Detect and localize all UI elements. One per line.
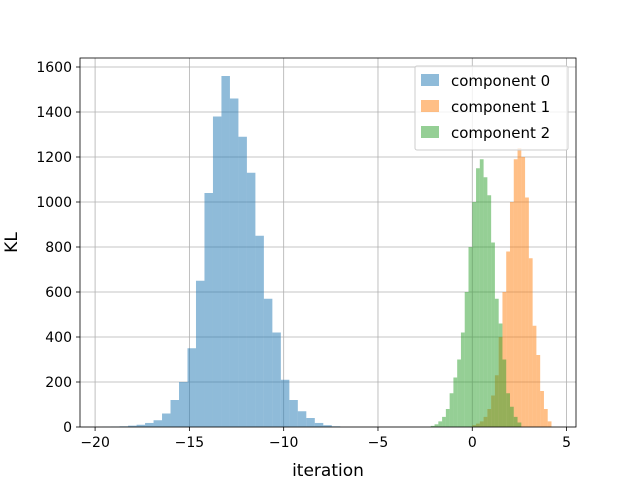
x-tick-label: −15 — [175, 435, 205, 451]
histogram-bar — [255, 235, 264, 427]
y-tick-label: 1000 — [36, 195, 72, 211]
x-tick-label: −10 — [269, 435, 299, 451]
histogram-bar — [494, 298, 499, 427]
histogram-bar — [536, 355, 541, 427]
x-axis-label: iteration — [292, 461, 364, 480]
histogram-bar — [506, 393, 510, 427]
histogram-bar — [460, 332, 465, 427]
histogram-bar — [547, 421, 552, 427]
histogram-bar — [238, 136, 247, 427]
histogram-bar — [498, 323, 503, 427]
legend-swatch — [421, 74, 439, 86]
y-axis-label: KL — [2, 232, 22, 253]
series-0-bars — [102, 76, 341, 427]
histogram-bar — [532, 325, 537, 427]
y-tick-label: 1200 — [36, 150, 72, 166]
axis-ticks: −20 −15 −10 −5 0 5 0 200 400 600 800 1000 1200 1400 16… — [36, 60, 571, 451]
histogram-bar — [543, 409, 548, 427]
legend-label: component 0 — [451, 72, 550, 90]
histogram-bar — [280, 379, 290, 427]
legend-swatch — [421, 126, 439, 138]
histogram-bar — [430, 425, 435, 427]
histogram-bar — [502, 359, 507, 427]
histogram-bar — [472, 202, 477, 427]
legend-box — [414, 65, 569, 151]
histogram-bar — [457, 359, 461, 427]
x-tick-label: 0 — [468, 435, 477, 451]
histogram-bar — [153, 420, 163, 427]
y-tick-label: 0 — [63, 420, 72, 436]
histogram-bar — [179, 382, 188, 427]
histogram-bar — [212, 116, 222, 427]
histogram-bar — [483, 177, 488, 427]
histogram-bar — [445, 409, 450, 427]
histogram-bar — [263, 298, 273, 427]
histogram-bar — [509, 406, 514, 427]
histogram-bar — [314, 422, 324, 427]
x-tick-label: −5 — [368, 435, 389, 451]
histogram-bar — [221, 76, 230, 427]
histogram-bar — [204, 193, 213, 427]
legend: component 0 component 1 component 2 — [414, 65, 569, 151]
histogram-bar — [434, 424, 439, 427]
histogram-bar — [187, 348, 196, 427]
histogram-bar — [540, 391, 544, 427]
histogram-bar — [476, 168, 480, 427]
histogram-bar — [513, 416, 518, 427]
histogram-bar — [491, 242, 495, 427]
histogram-bar — [506, 251, 510, 427]
histogram-bar — [453, 377, 458, 427]
histogram-bar — [521, 157, 526, 427]
histogram-bar — [449, 393, 454, 427]
y-tick-label: 800 — [45, 240, 72, 256]
histogram-bar — [162, 413, 171, 427]
histogram-bar — [517, 148, 522, 427]
plot-frame — [79, 57, 577, 428]
y-tick-label: 1400 — [36, 105, 72, 121]
histogram-bar — [487, 195, 492, 427]
histogram-bar — [464, 292, 469, 427]
histogram-bar — [438, 421, 443, 427]
histogram-bar — [297, 411, 307, 427]
y-tick-label: 1600 — [36, 60, 72, 76]
histogram-bar — [272, 332, 281, 427]
histogram-bar — [246, 172, 256, 427]
series-2-bars — [430, 159, 522, 427]
histogram-bar — [306, 418, 315, 427]
legend-swatch — [421, 100, 439, 112]
histogram-bar — [528, 258, 533, 427]
histogram-bar — [136, 424, 146, 427]
histogram-bar — [323, 425, 332, 427]
y-tick-label: 400 — [45, 330, 72, 346]
histogram-bar — [442, 416, 446, 427]
legend-label: component 2 — [451, 124, 550, 142]
histogram-bar — [509, 202, 514, 427]
x-tick-label: 5 — [562, 435, 571, 451]
histogram-bar — [145, 422, 154, 427]
histogram-bar — [195, 280, 205, 427]
y-tick-label: 200 — [45, 375, 72, 391]
y-tick-label: 600 — [45, 285, 72, 301]
histogram-bar — [517, 422, 522, 427]
histogram-bar — [229, 98, 239, 427]
histogram-bar — [468, 247, 473, 427]
histogram-bar — [513, 159, 518, 427]
x-tick-label: −20 — [80, 435, 110, 451]
histogram-bar — [289, 400, 298, 427]
legend-label: component 1 — [451, 98, 550, 116]
histogram-bars — [102, 76, 552, 427]
histogram-bar — [479, 159, 484, 427]
histogram-bar — [170, 400, 180, 427]
histogram-bar — [128, 425, 137, 427]
histogram-bar — [525, 197, 529, 427]
